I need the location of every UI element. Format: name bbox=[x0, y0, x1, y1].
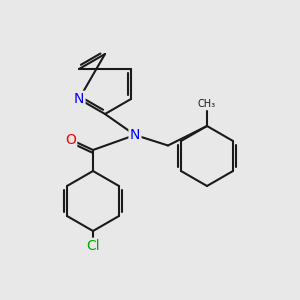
Text: O: O bbox=[65, 133, 76, 146]
Text: Cl: Cl bbox=[86, 239, 100, 253]
Text: CH₃: CH₃ bbox=[198, 99, 216, 110]
Text: N: N bbox=[130, 128, 140, 142]
Text: N: N bbox=[74, 92, 84, 106]
